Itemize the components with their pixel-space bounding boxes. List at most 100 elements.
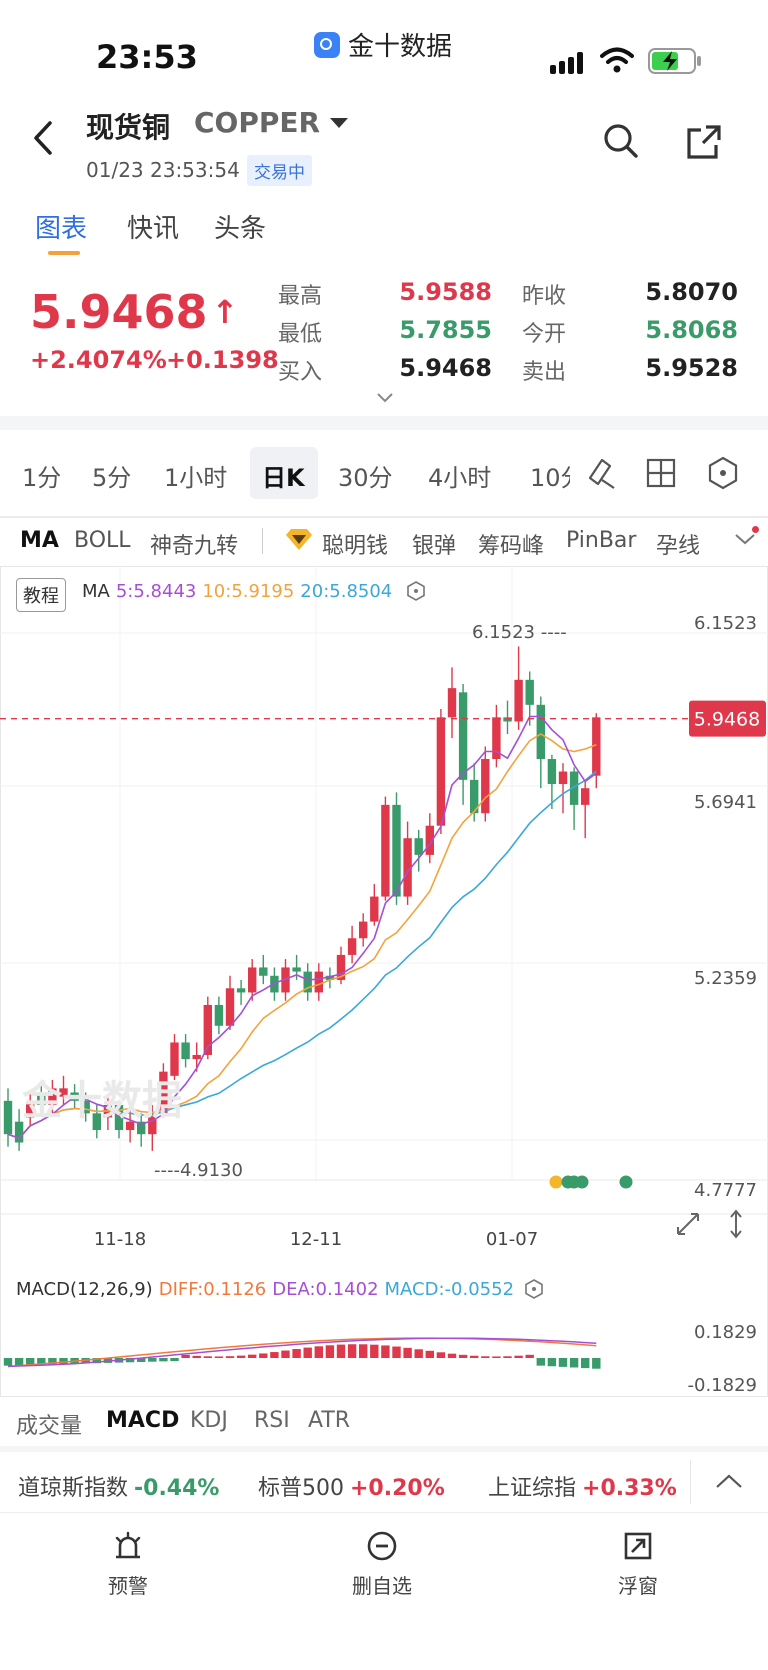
macd-histogram-bar [281,1350,290,1358]
candle-body [436,717,446,826]
macd-histogram-bar [381,1345,390,1358]
tutorial-button[interactable]: 教程 [16,578,66,612]
indicator-pinbar[interactable]: PinBar [566,528,637,553]
candle-body [592,717,601,776]
ticker-item-sse[interactable]: 上证综指 +0.33% [488,1470,677,1502]
bid-label: 买入 [278,360,323,385]
instrument-symbol-dropdown[interactable]: COPPER [194,106,349,139]
candle-body [414,838,423,855]
indicator-smart-money[interactable]: 聪明钱 [322,534,389,559]
candle-body [292,967,301,972]
macd-histogram-bar [48,1358,57,1365]
back-icon[interactable] [30,120,58,156]
tab-rsi[interactable]: RSI [254,1408,290,1433]
indicator-ma[interactable]: MA [20,528,59,553]
macd-histogram-bar [159,1358,168,1362]
tab-kdj[interactable]: KDJ [190,1408,228,1433]
candle-body [581,788,590,805]
period-daily[interactable]: 日K [262,464,305,492]
period-5m[interactable]: 5分 [92,464,132,492]
diamond-icon [286,529,312,550]
macd-settings-icon[interactable] [524,1278,544,1300]
macd-histogram-bar [92,1358,101,1364]
candle-body [248,967,257,993]
ma10-value: 10:5.9195 [202,580,295,602]
tab-flash-news[interactable]: 快讯 [127,214,180,244]
macd-histogram-bar [558,1358,568,1367]
macd-histogram-bar [14,1358,24,1366]
macd-histogram-bar [148,1358,157,1362]
macd-histogram-bar [536,1358,545,1366]
macd-histogram-bar [192,1355,201,1358]
indicator-chip-peak[interactable]: 筹码峰 [478,534,545,559]
macd-histogram-bar [270,1352,279,1358]
period-1m[interactable]: 1分 [22,464,62,492]
alarm-icon [115,1531,141,1559]
float-window-button[interactable]: 浮窗 [578,1530,698,1599]
candle-body [425,825,434,855]
indicator-boll[interactable]: BOLL [74,528,131,553]
candle-body [359,921,368,939]
macd-histogram-bar [181,1354,190,1358]
indicator-harami[interactable]: 孕线 [656,534,701,559]
low-value: 5.7855 [399,316,492,344]
ticker-value: +0.20% [350,1476,445,1501]
chevron-up-icon[interactable] [714,1472,744,1490]
indicator-magic-nine[interactable]: 神奇九转 [150,534,239,559]
search-icon[interactable] [602,122,640,160]
tab-volume[interactable]: 成交量 [16,1414,83,1439]
period-30m[interactable]: 30分 [338,464,393,492]
alert-button[interactable]: 预警 [68,1530,188,1599]
indicator-silver-bullet[interactable]: 银弹 [412,534,457,559]
low-label: 最低 [278,322,323,347]
period-4h[interactable]: 4小时 [428,464,492,492]
macd-histogram-bar [59,1358,68,1365]
battery-icon [648,48,701,74]
macd-histogram-bar [470,1355,479,1358]
macd-dea-line [7,1337,597,1368]
tab-headlines[interactable]: 头条 [214,214,267,244]
resize-vertical-icon [730,1209,742,1239]
period-10m[interactable]: 10分 [530,464,570,492]
chevron-down-icon[interactable] [734,532,756,546]
tab-chart[interactable]: 图表 [35,214,88,244]
macd-histogram-bar [481,1356,490,1358]
event-marker [619,1175,633,1189]
period-1h[interactable]: 1小时 [164,464,228,492]
candle-body [14,1121,24,1143]
ticker-name: 道琼斯指数 [18,1476,129,1501]
candle-body [181,1042,190,1060]
low-annotation: ----4.9130 [154,1160,243,1181]
tab-atr[interactable]: ATR [308,1408,351,1433]
chevron-down-icon[interactable] [376,392,394,404]
ma-settings-icon[interactable] [406,580,426,602]
app-name: 金十数据 [348,32,453,62]
alert-label: 预警 [108,1574,148,1598]
candle-body [3,1100,13,1135]
layout-grid-icon[interactable] [646,458,676,488]
market-ticker[interactable] [0,1452,768,1513]
settings-hex-icon[interactable] [708,456,738,490]
candle-body [525,679,534,705]
ma10-line [7,733,597,1140]
macd-histogram-bar [392,1346,401,1358]
macd-histogram-bar [569,1358,579,1368]
candle-body [370,896,379,922]
ticker-name: 上证综指 [488,1476,577,1501]
remove-watchlist-button[interactable]: 删自选 [322,1530,442,1599]
share-icon[interactable] [686,124,722,160]
candle-body [492,717,501,760]
ticker-value: -0.44% [134,1476,220,1501]
draw-tool-icon[interactable] [584,456,616,490]
macd-histogram-bar [248,1354,257,1358]
ma5-value: 5:5.8443 [115,580,197,602]
candle-body [192,1054,201,1060]
candlestick-chart[interactable]: 金十数据 5.9468 6.1523 5.6941 5.2359 4.7777 6.1523… [0,566,768,1396]
candle-body [59,1088,68,1097]
ticker-item-dow[interactable]: 道琼斯指数 -0.44% [18,1470,219,1502]
ticker-item-sp500[interactable]: 标普500 +0.20% [258,1470,445,1502]
tab-macd[interactable]: MACD [106,1408,180,1433]
float-window-label: 浮窗 [618,1574,658,1598]
fullscreen-icon [677,1213,699,1235]
macd-value: MACD:-0.0552 [384,1278,515,1300]
